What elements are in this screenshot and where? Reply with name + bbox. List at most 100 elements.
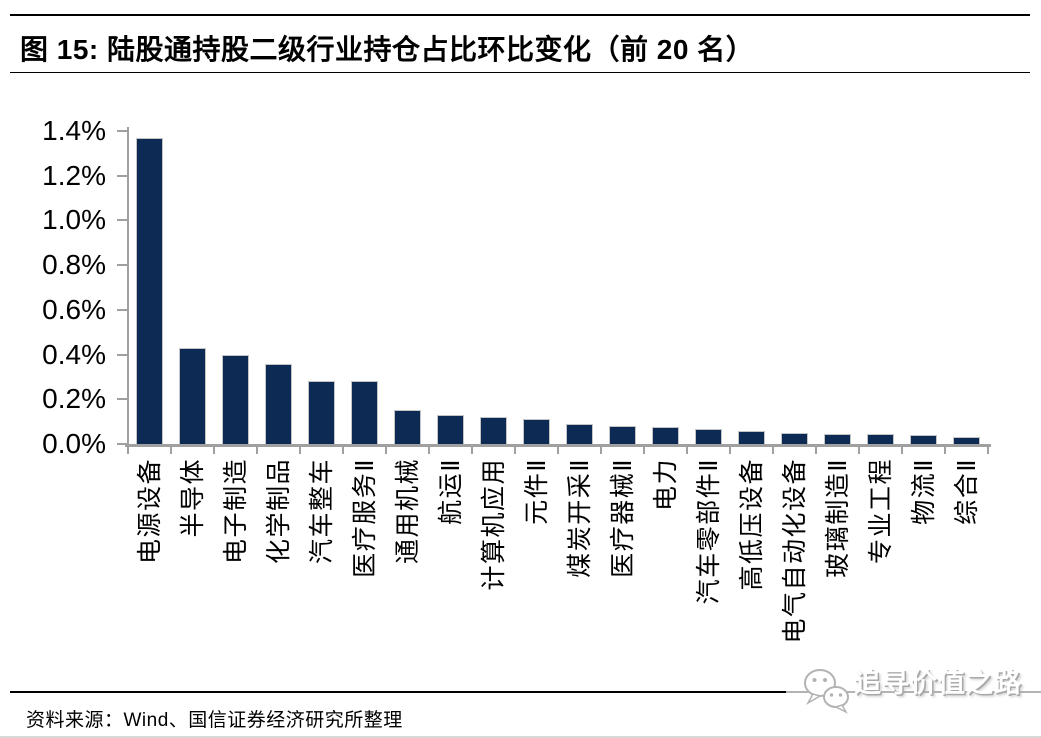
x-axis-tick	[127, 444, 129, 454]
x-axis-label: 元件Ⅱ	[515, 458, 558, 678]
x-axis-label: 医疗器械Ⅱ	[601, 458, 644, 678]
x-axis-label: 物流Ⅱ	[902, 458, 945, 678]
bar	[781, 433, 808, 444]
x-axis-tick	[299, 444, 301, 454]
x-axis-label-text: 元件Ⅱ	[522, 458, 551, 525]
bar	[867, 434, 894, 444]
y-axis-tick-label: 0.0%	[42, 428, 106, 459]
x-axis-label-text: 汽车整车	[307, 458, 336, 565]
bar	[480, 417, 507, 444]
x-axis-tick	[944, 444, 946, 454]
x-axis-label: 汽车整车	[300, 458, 343, 678]
bar	[566, 424, 593, 444]
x-axis-tick	[256, 444, 258, 454]
x-axis-label-text: 医疗器械Ⅱ	[608, 458, 637, 578]
bar	[910, 435, 937, 444]
watermark-text: 追寻价值之路	[854, 668, 1022, 698]
footer-rule	[10, 691, 1041, 693]
x-axis-tick	[600, 444, 602, 454]
figure-title: 图 15: 陆股通持股二级行业持仓占比环比变化（前 20 名）	[20, 34, 755, 65]
bar	[136, 138, 163, 444]
bottom-rule	[0, 736, 1041, 738]
x-axis-label: 半导体	[171, 458, 214, 678]
x-axis-label-text: 通用机械	[393, 458, 422, 565]
x-axis-tick	[170, 444, 172, 454]
x-axis-label-text: 医疗服务Ⅱ	[350, 458, 379, 578]
bar	[738, 431, 765, 444]
x-axis-label-text: 玻璃制造Ⅱ	[823, 458, 852, 578]
bar	[609, 426, 636, 444]
y-axis-tick-label: 0.2%	[42, 383, 106, 415]
x-axis-tick	[385, 444, 387, 454]
x-axis-label: 煤炭开采Ⅱ	[558, 458, 601, 678]
x-axis-label-text: 专业工程	[866, 458, 895, 565]
wechat-icon	[804, 669, 849, 714]
x-axis-tick	[729, 444, 731, 454]
y-axis-tick	[117, 130, 127, 132]
bar	[351, 381, 378, 444]
y-axis-tick-label: 0.8%	[42, 249, 106, 281]
x-axis-label-text: 化学制品	[264, 458, 293, 565]
x-axis-label-text: 航运Ⅱ	[436, 458, 465, 525]
x-axis-label: 通用机械	[386, 458, 429, 678]
bar	[437, 415, 464, 444]
x-axis-label-text: 综合Ⅱ	[952, 458, 981, 525]
x-axis-label: 高低压设备	[730, 458, 773, 678]
x-axis-label-text: 电力	[651, 458, 680, 512]
bar	[953, 437, 980, 444]
x-axis-label: 化学制品	[257, 458, 300, 678]
x-axis-label-text: 电气自动化设备	[780, 458, 809, 644]
x-axis-tick	[213, 444, 215, 454]
bar	[179, 348, 206, 444]
bar	[523, 419, 550, 444]
y-axis-tick	[117, 308, 127, 311]
x-axis-tick	[815, 444, 817, 454]
x-axis-label: 航运Ⅱ	[429, 458, 472, 678]
bar	[695, 429, 722, 444]
x-axis-label: 玻璃制造Ⅱ	[816, 458, 859, 678]
x-axis-label-text: 计算机应用	[479, 458, 508, 591]
source-note: 资料来源：Wind、国信证券经济研究所整理	[26, 710, 403, 731]
x-axis-label: 专业工程	[859, 458, 902, 678]
x-axis-label: 综合Ⅱ	[945, 458, 988, 678]
y-axis-tick	[117, 264, 127, 267]
x-axis-label: 医疗服务Ⅱ	[343, 458, 386, 678]
bar	[222, 355, 249, 444]
x-axis-label: 电源设备	[128, 458, 171, 678]
y-axis-tick	[117, 353, 127, 356]
x-axis-tick	[686, 444, 688, 454]
x-axis-label: 电力	[644, 458, 687, 678]
y-axis-tick-label: 0.6%	[42, 293, 106, 325]
x-axis-tick	[514, 444, 516, 454]
y-axis-tick	[117, 443, 127, 445]
y-axis-tick-label: 1.0%	[42, 204, 106, 236]
y-axis-tick	[117, 219, 127, 222]
y-axis-tick-label: 1.4%	[42, 115, 106, 146]
x-axis-label-text: 电子制造	[221, 458, 250, 565]
x-axis-label-text: 电源设备	[135, 458, 164, 565]
y-axis-tick-label: 0.4%	[42, 338, 106, 370]
x-axis-label: 电子制造	[214, 458, 257, 678]
x-axis-tick	[858, 444, 860, 454]
y-axis-line	[127, 127, 129, 447]
y-axis-tick	[117, 398, 127, 401]
x-axis-tick	[471, 444, 473, 454]
bar	[394, 410, 421, 444]
x-axis-tick	[987, 444, 989, 454]
x-axis-tick	[901, 444, 903, 454]
bar	[824, 434, 851, 444]
x-axis-label: 计算机应用	[472, 458, 515, 678]
x-axis-tick	[772, 444, 774, 454]
x-axis-tick	[428, 444, 430, 454]
bar	[652, 427, 679, 444]
y-axis-tick	[117, 174, 127, 177]
bar	[308, 381, 335, 444]
x-axis-tick	[643, 444, 645, 454]
x-axis-tick	[557, 444, 559, 454]
bar	[265, 364, 292, 444]
x-axis-label-text: 物流Ⅱ	[909, 458, 938, 525]
x-axis-label-text: 高低压设备	[737, 458, 766, 591]
x-axis-tick	[342, 444, 344, 454]
